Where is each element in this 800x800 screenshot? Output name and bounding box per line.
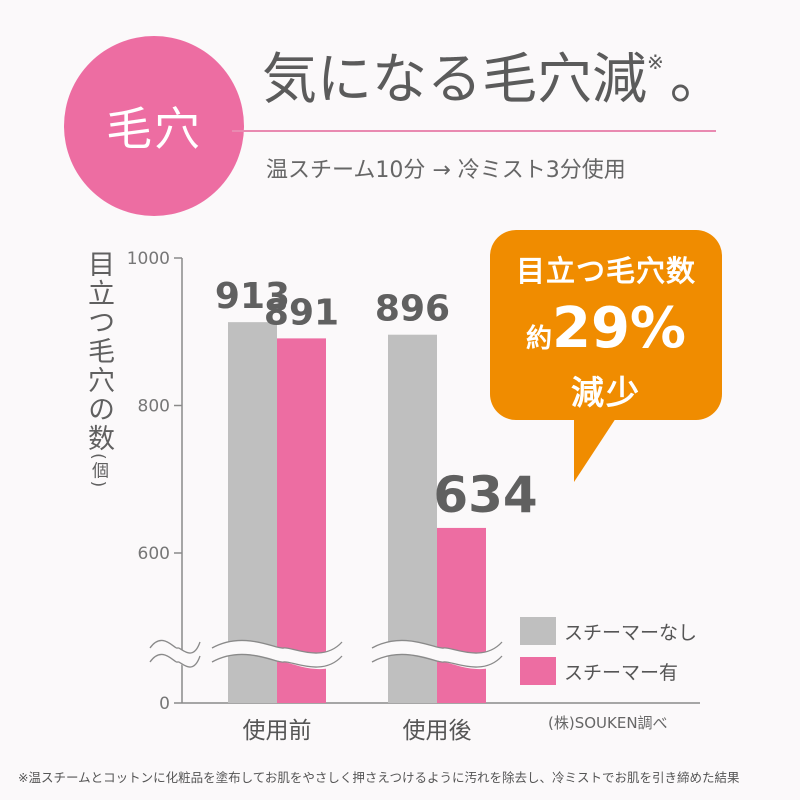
- legend-swatch-gray: [520, 617, 556, 645]
- page-title: 気になる毛穴減※。: [262, 46, 725, 112]
- subtitle: 温スチーム10分 → 冷ミスト3分使用: [266, 158, 626, 183]
- axis-break-line: [371, 653, 503, 668]
- y-axis-label: 目立つ毛穴の数(個): [78, 250, 118, 489]
- callout-heading: 目立つ毛穴数: [515, 254, 696, 288]
- axis-break-band: [150, 640, 200, 670]
- y-axis-label-text: 目立つ毛穴の数: [83, 250, 114, 453]
- axis-break-band: [212, 640, 342, 670]
- callout-decrease: 減少: [571, 373, 641, 412]
- callout-pointer: [574, 418, 616, 482]
- y-axis-unit: (個): [88, 453, 108, 490]
- y-tick-label: 1000: [127, 249, 170, 269]
- callout-percent: 29%: [551, 296, 687, 361]
- title-footnote-mark: ※: [647, 50, 664, 74]
- callout-box: [490, 230, 722, 420]
- axis-break-line: [211, 639, 343, 654]
- bar-without-steamer-0: [228, 322, 277, 703]
- data-label: 634: [433, 466, 537, 524]
- bar-with-steamer-0: [277, 338, 326, 703]
- data-label: 896: [375, 289, 450, 330]
- chart-legend: スチーマーなし スチーマー有: [520, 616, 697, 696]
- legend-swatch-pink: [520, 657, 556, 685]
- bar-with-steamer-1: [437, 527, 486, 703]
- legend-item-no-steamer: スチーマーなし: [520, 616, 697, 646]
- title-period: 。: [669, 47, 725, 111]
- callout-prefix: 約: [525, 324, 552, 354]
- title-text: 気になる毛穴減: [262, 47, 648, 111]
- legend-item-with-steamer: スチーマー有: [520, 656, 697, 686]
- x-tick-label: 使用前: [243, 718, 312, 744]
- legend-label: スチーマーなし: [564, 621, 698, 644]
- axis-break-line: [371, 639, 503, 654]
- legend-label: スチーマー有: [564, 661, 679, 684]
- y-tick-label: 800: [138, 397, 170, 417]
- x-tick-label: 使用後: [403, 718, 472, 744]
- result-callout: 目立つ毛穴数 約29% 減少: [490, 230, 722, 482]
- title-divider: [232, 130, 716, 132]
- footnote: ※温スチームとコットンに化粧品を塗布してお肌をやさしく押さえつけるように汚れを除…: [18, 770, 740, 785]
- category-badge: 毛穴: [64, 36, 244, 216]
- data-label: 913: [215, 276, 290, 317]
- badge-label: 毛穴: [106, 102, 202, 156]
- source-note: (株)SOUKEN調べ: [548, 714, 668, 732]
- data-label: 891: [264, 292, 339, 333]
- callout-value: 約29%: [490, 296, 722, 361]
- axis-break-line: [149, 653, 201, 668]
- axis-break-line: [149, 639, 201, 654]
- axis-break-band: [372, 640, 502, 670]
- axis-break-line: [211, 653, 343, 668]
- y-tick-label: 600: [138, 544, 170, 564]
- y-tick-label: 0: [159, 694, 170, 714]
